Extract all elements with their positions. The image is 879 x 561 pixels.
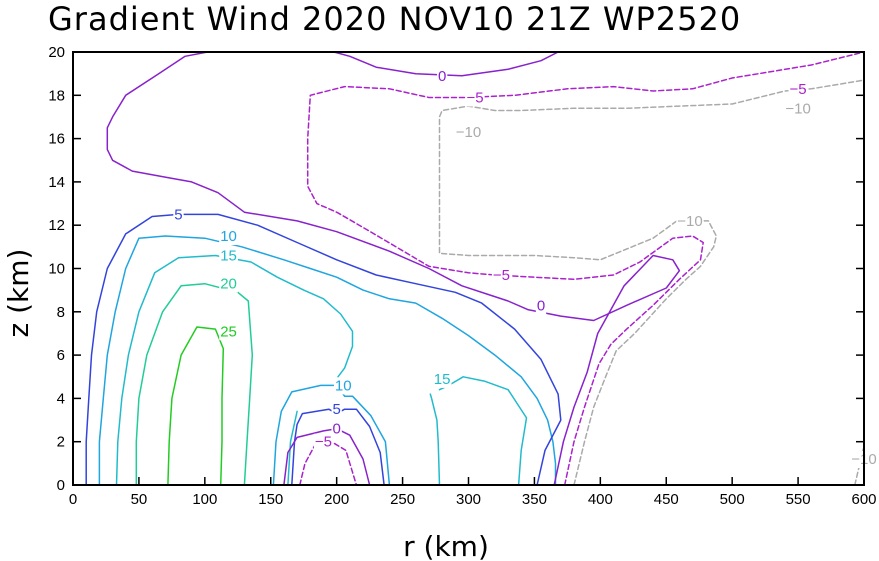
- y-tick-label: 18: [48, 87, 65, 104]
- y-tick-label: 4: [57, 390, 65, 407]
- contour-line-3-0: [98, 235, 557, 486]
- contour-line-4-0: [85, 213, 562, 486]
- x-tick-label: 450: [654, 491, 679, 508]
- contour-label-7-2: −10: [785, 100, 810, 117]
- contour-label-bg: [333, 377, 353, 395]
- contour-line-0-0: [167, 326, 225, 486]
- x-tick-label: 50: [131, 491, 148, 508]
- contour-label-6-0: −5: [493, 267, 510, 284]
- contour-label-bg: [454, 124, 483, 142]
- x-tick-label: 500: [720, 491, 745, 508]
- y-tick-label: 0: [57, 477, 65, 494]
- y-tick-label: 8: [57, 304, 65, 321]
- contour-label-bg: [788, 80, 808, 98]
- x-axis-title: r (km): [403, 530, 489, 561]
- contour-label-5-0: 0: [537, 297, 545, 314]
- y-tick-label: 12: [48, 217, 65, 234]
- contour-label-6-1: −5: [315, 434, 332, 451]
- contour-label-bg: [219, 247, 238, 265]
- x-tick-label: 550: [786, 491, 811, 508]
- contour-label-2-1: 15: [434, 371, 451, 388]
- contour-label-6-3: −5: [790, 81, 807, 98]
- contour-line-2-1: [287, 410, 298, 486]
- contour-label-bg: [331, 401, 342, 419]
- y-tick-label: 20: [48, 44, 65, 61]
- y-axis-ticks: 0 2 4 6 8 10 12 14 16 18 20: [48, 44, 864, 494]
- x-tick-label: 300: [456, 491, 481, 508]
- contour-label-bg: [676, 212, 704, 230]
- contour-label-bg: [465, 89, 485, 107]
- contour-label-bg: [219, 228, 238, 246]
- contour-line-5-0: [283, 427, 371, 486]
- contour-label-3-1: 10: [335, 377, 352, 394]
- contour-label-bg: [219, 323, 238, 341]
- contour-line-2-0: [115, 254, 354, 486]
- contour-label-bg: [219, 275, 238, 293]
- contour-label-bg: [331, 420, 342, 438]
- x-tick-label: 150: [258, 491, 283, 508]
- contour-label-1-0: 20: [220, 276, 237, 293]
- x-tick-label: 100: [192, 491, 217, 508]
- contour-label-bg: [491, 266, 512, 284]
- contour-label-bg: [436, 67, 448, 85]
- x-axis-ticks: 0 50 100 150 200 250 300 350 400 450 500 550 600: [69, 477, 877, 508]
- contour-label-4-0: 5: [174, 206, 182, 223]
- x-tick-label: 400: [588, 491, 613, 508]
- contour-label-5-1: 0: [332, 421, 340, 438]
- y-tick-label: 2: [57, 434, 65, 451]
- contour-label-7-0: −10: [456, 124, 481, 141]
- chart-title: Gradient Wind 2020 NOV10 21Z WP2520: [48, 0, 741, 38]
- contour-label-4-1: 5: [332, 401, 340, 418]
- contour-line-7-0: [438, 79, 865, 486]
- x-tick-label: 200: [324, 491, 349, 508]
- contour-label-7-1: −10: [677, 213, 702, 230]
- contour-lines: [85, 51, 865, 486]
- y-tick-label: 16: [48, 131, 65, 148]
- contour-line-6-1: [306, 51, 865, 486]
- contour-line-2-3: [438, 376, 528, 486]
- contour-label-5-2: 0: [438, 68, 446, 85]
- y-tick-label: 10: [48, 261, 65, 278]
- x-tick-label: 600: [851, 491, 876, 508]
- y-axis-title: z (km): [2, 249, 35, 338]
- contour-line-1-0: [135, 282, 254, 486]
- contour-label-bg: [313, 433, 334, 451]
- contour-label-2-0: 15: [220, 248, 237, 265]
- x-tick-label: 250: [390, 491, 415, 508]
- plot-frame: [72, 51, 865, 486]
- contour-line-2-2: [429, 393, 441, 486]
- contour-label-6-2: −5: [467, 89, 484, 106]
- x-tick-label: 350: [522, 491, 547, 508]
- contour-label-bg: [432, 370, 452, 388]
- contour-label-3-0: 10: [220, 228, 237, 245]
- contour-line-5-1: [106, 51, 681, 486]
- contour-label-bg: [535, 297, 547, 315]
- contour-label-bg: [173, 206, 184, 224]
- x-tick-label: 0: [69, 491, 77, 508]
- contour-label-bg: [784, 100, 812, 118]
- y-tick-label: 14: [48, 174, 65, 191]
- contour-label-0-0: 25: [220, 323, 237, 340]
- y-tick-label: 6: [57, 347, 65, 364]
